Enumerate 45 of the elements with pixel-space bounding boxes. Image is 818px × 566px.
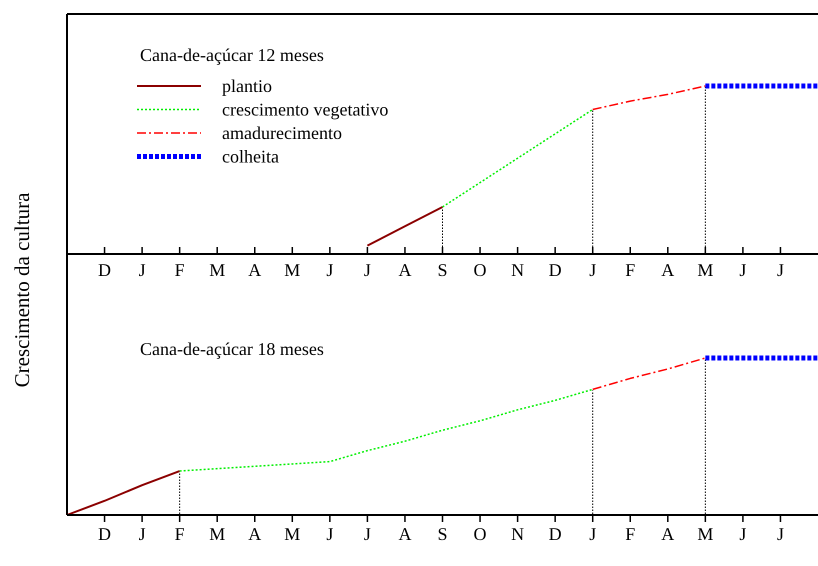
x-tick-label: J xyxy=(589,260,596,280)
x-tick-label: J xyxy=(138,260,146,280)
x-tick-label: A xyxy=(398,524,412,544)
x-tick-label: M xyxy=(697,524,714,544)
x-tick-label: A xyxy=(661,524,674,544)
x-tick-label: J xyxy=(364,524,371,544)
x-tick-label: D xyxy=(98,524,112,544)
x-tick-label: D xyxy=(98,260,112,280)
x-tick-label: N xyxy=(511,260,524,280)
x-tick-label: F xyxy=(625,260,636,280)
legend-label: crescimento vegetativo xyxy=(222,100,388,120)
x-tick-label: J xyxy=(138,524,146,544)
x-tick-label: J xyxy=(589,524,596,544)
x-tick-label: J xyxy=(776,524,784,544)
x-tick-label: F xyxy=(174,260,185,280)
legend-label: colheita xyxy=(222,146,279,166)
x-tick-label: M xyxy=(284,524,300,544)
x-tick-label: J xyxy=(739,260,746,280)
x-tick-label: A xyxy=(661,260,674,280)
x-tick-label: D xyxy=(548,524,562,544)
x-tick-label: J xyxy=(364,260,371,280)
x-tick-label: M xyxy=(284,260,300,280)
chart-title: Cana-de-açúcar 12 meses xyxy=(140,45,324,65)
x-tick-label: M xyxy=(209,260,226,280)
x-tick-label: O xyxy=(474,524,487,544)
x-tick-label: O xyxy=(474,260,487,280)
x-tick-label: A xyxy=(248,524,262,544)
x-tick-label: F xyxy=(625,524,636,544)
chart-title: Cana-de-açúcar 18 meses xyxy=(140,339,324,359)
x-tick-label: N xyxy=(511,524,524,544)
x-tick-label: A xyxy=(398,260,412,280)
x-tick-label: J xyxy=(739,524,746,544)
x-tick-label: S xyxy=(437,260,448,280)
x-tick-label: M xyxy=(209,524,226,544)
y-axis-title: Crescimento da cultura xyxy=(10,192,34,388)
x-tick-label: A xyxy=(248,260,262,280)
x-tick-label: S xyxy=(437,524,448,544)
x-tick-label: J xyxy=(326,260,334,280)
x-tick-label: D xyxy=(548,260,562,280)
x-tick-label: J xyxy=(776,260,784,280)
legend-label: plantio xyxy=(222,76,272,96)
legend-label: amadurecimento xyxy=(222,123,342,143)
x-tick-label: M xyxy=(697,260,714,280)
x-tick-label: F xyxy=(174,524,185,544)
x-tick-label: J xyxy=(326,524,334,544)
